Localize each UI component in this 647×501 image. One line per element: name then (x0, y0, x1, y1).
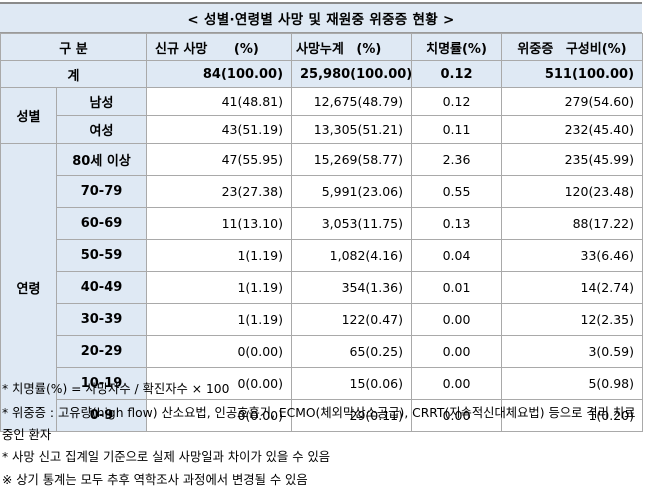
critical-cell: 232(45.40) (501, 115, 644, 144)
cum-deaths-cell: 12,675(48.79) (291, 87, 413, 116)
row-label: 30-39 (55, 303, 148, 336)
total-cum-deaths: 25,980(100.00) (291, 60, 412, 88)
footnotes: * 치명률(%) = 사망자수 / 확진자수 × 100 * 위중증 : 고유량… (2, 378, 642, 493)
row-label: 20-29 (55, 335, 148, 368)
table-row: 40-49 1(1.19) 354(1.36) 0.01 14(2.74) (1, 271, 644, 304)
new-deaths-cell: 11(13.10) (146, 207, 293, 240)
header-new-deaths-unit: (%) (233, 41, 259, 57)
header-critical: 위중증 구성비(%) (501, 33, 644, 61)
cum-deaths-cell: 15,269(58.77) (291, 143, 413, 176)
new-deaths-cell: 1(1.19) (146, 271, 293, 304)
fatality-cell: 0.01 (411, 271, 503, 304)
new-deaths-cell: 0(0.00) (146, 367, 293, 400)
critical-cell: 1(0.20) (501, 399, 644, 432)
new-deaths-cell: 41(48.81) (146, 87, 293, 116)
header-fatality: 치명률(%) (411, 33, 503, 61)
fatality-cell: 0.00 (411, 335, 503, 368)
row-label: 10-19 (55, 367, 148, 400)
header-cum-deaths-label: 사망누계 (296, 41, 344, 57)
stats-table: 구 분 신규 사망 (%) 사망누계 (%) 치명률(%) 위중증 구성비(%)… (0, 33, 644, 432)
fatality-cell: 0.00 (411, 399, 503, 432)
cum-deaths-cell: 1,082(4.16) (291, 239, 413, 272)
total-label: 계 (0, 60, 148, 88)
new-deaths-cell: 23(27.38) (146, 175, 293, 208)
critical-cell: 14(2.74) (501, 271, 644, 304)
total-row: 계 84(100.00) 25,980(100.00) 0.12 511(100… (0, 60, 644, 88)
header-new-deaths-label: 신규 사망 (155, 41, 208, 57)
table-row: 70-79 23(27.38) 5,991(23.06) 0.55 120(23… (1, 175, 644, 208)
header-category: 구 분 (0, 33, 148, 61)
fatality-cell: 0.55 (411, 175, 503, 208)
cum-deaths-cell: 122(0.47) (291, 303, 413, 336)
row-label: 0-9 (55, 399, 148, 432)
new-deaths-cell: 1(1.19) (146, 303, 293, 336)
total-new-deaths: 84(100.00) (146, 60, 293, 88)
cum-deaths-cell: 354(1.36) (291, 271, 413, 304)
table-row: 20-29 0(0.00) 65(0.25) 0.00 3(0.59) (1, 335, 644, 368)
table-row: 성별 남성 41(48.81) 12,675(48.79) 0.12 279(5… (0, 87, 644, 144)
critical-cell: 5(0.98) (501, 367, 644, 400)
fatality-cell: 0.00 (411, 303, 503, 336)
row-label: 50-59 (55, 239, 148, 272)
row-label: 40-49 (55, 271, 148, 304)
fatality-cell: 2.36 (411, 143, 503, 176)
table-row: 0-9 0(0.00) 29(0.11) 0.00 1(0.20) (1, 399, 644, 432)
footnote-revision: ※ 상기 통계는 모두 추후 역학조사 과정에서 변경될 수 있음 (2, 473, 308, 487)
table-row: 60-69 11(13.10) 3,053(11.75) 0.13 88(17.… (1, 207, 644, 240)
age-group-label: 연령 (0, 143, 57, 432)
cum-deaths-cell: 65(0.25) (291, 335, 413, 368)
critical-cell: 88(17.22) (501, 207, 644, 240)
header-new-deaths: 신규 사망 (%) (146, 33, 293, 61)
cum-deaths-cell: 5,991(23.06) (291, 175, 413, 208)
table-row: 연령 80세 이상 47(55.95) 15,269(58.77) 2.36 2… (0, 143, 644, 432)
row-label: 남성 (55, 87, 148, 116)
row-label: 80세 이상 (55, 143, 148, 176)
cum-deaths-cell: 13,305(51.21) (291, 115, 413, 144)
fatality-cell: 0.12 (411, 87, 503, 116)
header-cum-deaths-unit: (%) (356, 41, 382, 57)
total-fatality: 0.12 (411, 60, 503, 88)
total-critical: 511(100.00) (501, 60, 644, 88)
critical-cell: 3(0.59) (501, 335, 644, 368)
cum-deaths-cell: 3,053(11.75) (291, 207, 413, 240)
new-deaths-cell: 1(1.19) (146, 239, 293, 272)
new-deaths-cell: 47(55.95) (146, 143, 293, 176)
row-label: 70-79 (55, 175, 148, 208)
critical-cell: 12(2.35) (501, 303, 644, 336)
header-critical-ratio: 구성비(%) (565, 41, 627, 57)
footnote-critical-definition: * 위중증 : 고유량(high flow) 산소요법, 인공호흡기, ECMO… (2, 405, 636, 442)
table-title: < 성별·연령별 사망 및 재원중 위중증 현황 > (0, 2, 642, 33)
critical-cell: 279(54.60) (501, 87, 644, 116)
header-cum-deaths: 사망누계 (%) (291, 33, 413, 61)
critical-cell: 120(23.48) (501, 175, 644, 208)
new-deaths-cell: 0(0.00) (146, 399, 293, 432)
table-row: 10-19 0(0.00) 15(0.06) 0.00 5(0.98) (1, 367, 644, 400)
critical-cell: 235(45.99) (501, 143, 644, 176)
critical-cell: 33(6.46) (501, 239, 644, 272)
new-deaths-cell: 43(51.19) (146, 115, 293, 144)
table-row: 여성 43(51.19) 13,305(51.21) 0.11 232(45.4… (1, 115, 644, 144)
row-label: 여성 (55, 115, 148, 144)
table-row: 50-59 1(1.19) 1,082(4.16) 0.04 33(6.46) (1, 239, 644, 272)
status-report: < 성별·연령별 사망 및 재원중 위중증 현황 > 구 분 신규 사망 (%)… (0, 2, 644, 432)
header-row: 구 분 신규 사망 (%) 사망누계 (%) 치명률(%) 위중증 구성비(%) (0, 33, 644, 61)
header-critical-label: 위중증 (517, 41, 554, 57)
fatality-cell: 0.11 (411, 115, 503, 144)
table-row: 30-39 1(1.19) 122(0.47) 0.00 12(2.35) (1, 303, 644, 336)
footnote-fatality: * 치명률(%) = 사망자수 / 확진자수 × 100 (2, 382, 230, 396)
footnote-reporting-date: * 사망 신고 집계일 기준으로 실제 사망일과 차이가 있을 수 있음 (2, 449, 331, 464)
row-label: 60-69 (55, 207, 148, 240)
fatality-cell: 0.04 (411, 239, 503, 272)
fatality-cell: 0.13 (411, 207, 503, 240)
sex-group-label: 성별 (0, 87, 57, 144)
cum-deaths-cell: 29(0.11) (291, 399, 413, 432)
new-deaths-cell: 0(0.00) (146, 335, 293, 368)
